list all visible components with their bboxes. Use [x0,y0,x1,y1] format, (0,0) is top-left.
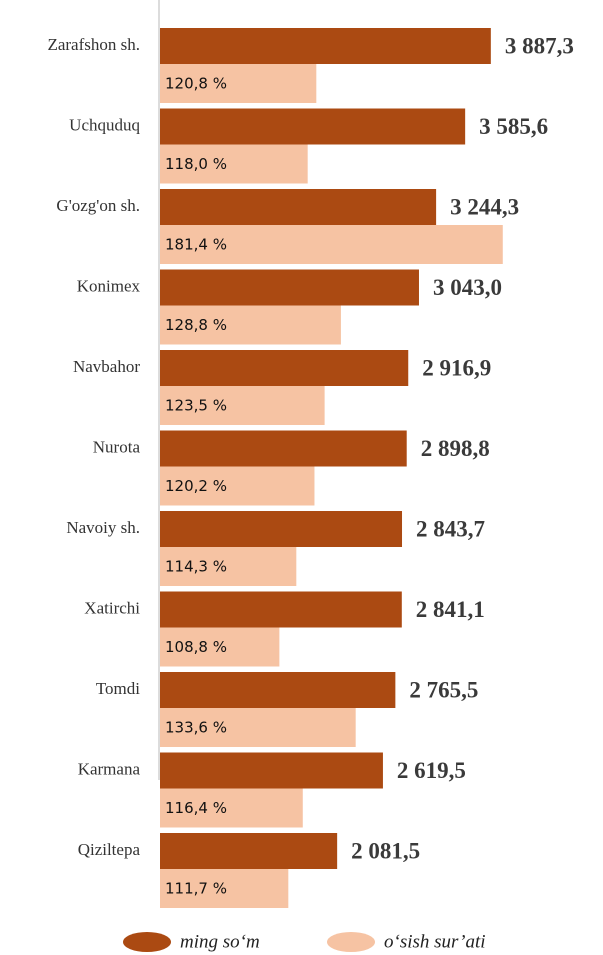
bar [160,350,409,386]
category-label: Tomdi [96,679,140,698]
bar [160,788,303,828]
bar [160,269,419,306]
value-label: 181,4 % [165,236,227,254]
value-label: 118,0 % [165,155,227,173]
value-label: 120,2 % [165,477,227,495]
bar [160,28,491,64]
bar [160,144,308,184]
value-label: 116,4 % [165,799,227,817]
category-label: G'ozg'on sh. [56,196,140,215]
value-label: 2 081,5 [351,838,420,863]
category-label: Konimex [77,276,141,295]
bar [160,108,466,145]
bar [160,225,503,264]
bar [160,189,437,225]
value-label: 123,5 % [165,397,227,415]
category-label: Qiziltepa [78,840,141,859]
category-label: Karmana [78,759,141,778]
value-label: 120,8 % [165,75,227,93]
category-label: Zarafshon sh. [47,35,140,54]
bar [160,547,297,586]
value-label: 2 916,9 [422,355,491,380]
legend-label: o‘sish sur’ati [384,931,486,952]
bar [160,752,383,789]
bar [160,591,402,628]
legend-label: ming so‘m [180,931,260,952]
category-label: Navoiy sh. [66,518,140,537]
bar [160,466,315,506]
category-label: Xatirchi [84,598,140,617]
value-label: 3 244,3 [450,194,519,219]
value-label: 128,8 % [165,316,227,334]
value-label: 2 765,5 [409,677,478,702]
bar [160,833,338,869]
value-label: 3 887,3 [505,33,574,58]
bar [160,64,317,103]
bar [160,708,356,747]
value-label: 111,7 % [165,880,227,898]
value-label: 114,3 % [165,558,227,576]
bar [160,672,396,708]
bar [160,627,280,667]
value-label: 2 619,5 [397,758,466,783]
value-label: 2 843,7 [416,516,485,541]
value-label: 3 043,0 [433,275,502,300]
bar [160,305,341,345]
bar [160,386,325,425]
bar [160,511,403,547]
category-label: Nurota [93,437,141,456]
bar [160,430,407,467]
bar [160,869,289,908]
value-label: 3 585,6 [479,114,548,139]
value-label: 133,6 % [165,719,227,737]
legend-swatch [123,932,171,952]
value-label: 108,8 % [165,638,227,656]
category-label: Uchquduq [69,115,140,134]
legend-swatch [327,932,375,952]
value-label: 2 841,1 [416,597,485,622]
category-label: Navbahor [73,357,140,376]
value-label: 2 898,8 [421,436,490,461]
